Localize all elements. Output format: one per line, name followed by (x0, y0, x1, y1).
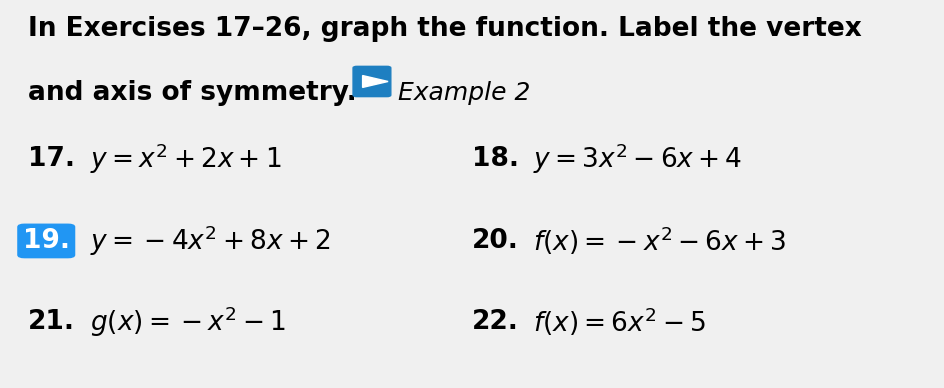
Text: 20.: 20. (472, 227, 519, 254)
FancyBboxPatch shape (353, 66, 391, 97)
Text: $y=x^2+2x+1$: $y=x^2+2x+1$ (90, 142, 281, 176)
Text: 22.: 22. (472, 309, 519, 335)
Text: 19.: 19. (23, 227, 70, 254)
Text: and axis of symmetry.: and axis of symmetry. (28, 80, 357, 106)
Text: $f(x)=6x^2-5$: $f(x)=6x^2-5$ (533, 306, 706, 338)
Text: In Exercises 17–26, graph the function. Label the vertex: In Exercises 17–26, graph the function. … (28, 16, 862, 42)
Text: $y=-4x^2+8x+2$: $y=-4x^2+8x+2$ (90, 223, 330, 258)
Polygon shape (362, 76, 388, 87)
Text: $y=3x^2-6x+4$: $y=3x^2-6x+4$ (533, 142, 743, 176)
FancyBboxPatch shape (18, 224, 75, 258)
Text: 18.: 18. (472, 146, 519, 172)
Text: $g(x)=-x^2-1$: $g(x)=-x^2-1$ (90, 305, 285, 339)
Text: 21.: 21. (28, 309, 76, 335)
Text: 17.: 17. (28, 146, 76, 172)
Text: Example 2: Example 2 (398, 81, 531, 106)
Text: $f(x)=-x^2-6x+3$: $f(x)=-x^2-6x+3$ (533, 224, 786, 257)
